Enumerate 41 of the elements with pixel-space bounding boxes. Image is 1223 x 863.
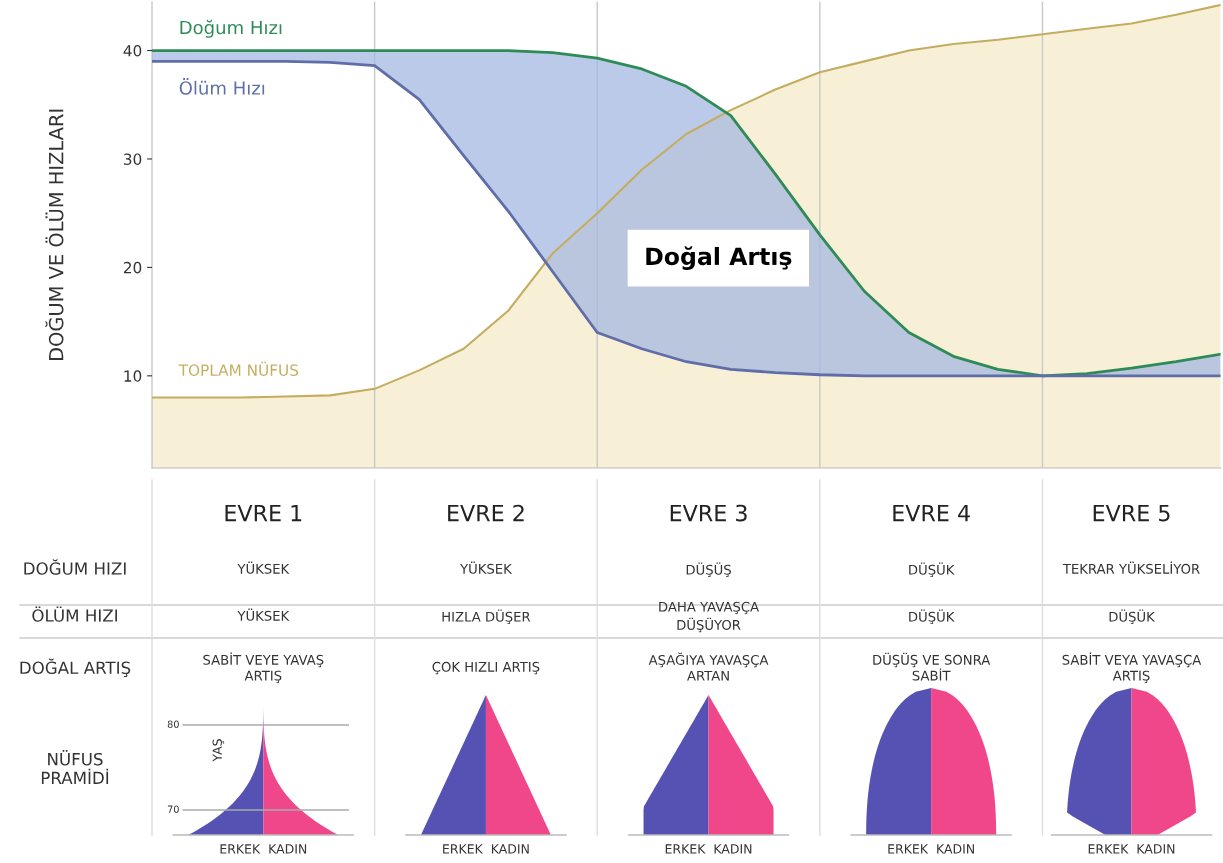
text: DÜŞÜŞ VE SONRA SABİT xyxy=(873,652,991,681)
category-label: EVRE 4 xyxy=(893,504,970,522)
text: ERKEK KADIN xyxy=(220,844,307,854)
category-label: DOĞAL ARTIŞ xyxy=(20,658,131,678)
text: YAŞ xyxy=(212,739,225,762)
category-label: EVRE 3 xyxy=(670,504,747,522)
annotation: Doğal Artış xyxy=(646,246,792,270)
text: ERKEK KADIN xyxy=(888,844,974,854)
text: SABİT VEYA YAVAŞÇA ARTIŞ xyxy=(1062,652,1202,683)
series-label: Doğum Hızı xyxy=(180,19,282,38)
text: DÜŞÜŞ xyxy=(686,562,731,578)
y-tick-label: 10 xyxy=(124,370,142,382)
y-tick-label: 30 xyxy=(124,153,142,165)
text: ÇOK HIZLI ARTIŞ xyxy=(432,661,540,675)
text: DÜŞÜK xyxy=(1109,609,1156,625)
category-label: EVRE 1 xyxy=(225,504,302,522)
text: 70 xyxy=(167,805,179,813)
category-label: EVRE 5 xyxy=(1093,504,1170,522)
category-label: DOĞUM HIZI xyxy=(24,559,126,575)
text: ERKEK KADIN xyxy=(665,844,752,854)
series-label: Ölüm Hızı xyxy=(179,78,265,95)
text: DÜŞÜK xyxy=(909,609,955,625)
text: DAHA YAVAŞÇA DÜŞÜYOR xyxy=(659,601,759,633)
text: DÜŞÜK xyxy=(909,562,955,578)
category-label: NÜFUS PRAMİDİ xyxy=(41,750,109,784)
text: YÜKSEK xyxy=(237,608,290,621)
y-axis-title: DOĞUM VE ÖLÜM HIZLARI xyxy=(45,109,64,361)
y-tick-label: 20 xyxy=(123,261,142,274)
series-label: TOPLAM NÜFUS xyxy=(178,361,299,376)
text: SABİT VEYE YAVAŞ ARTIŞ xyxy=(203,652,324,683)
text: AŞAĞIYA YAVAŞÇA ARTAN xyxy=(648,652,769,681)
text: HIZLA DÜŞER xyxy=(442,609,531,625)
text: ERKEK KADIN xyxy=(1088,844,1175,854)
y-tick-label: 40 xyxy=(123,44,142,57)
text: YÜKSEK xyxy=(237,561,290,574)
text: 80 xyxy=(167,720,179,728)
text: TEKRAR YÜKSELİYOR xyxy=(1062,561,1200,574)
category-label: ÖLÜM HIZI xyxy=(32,606,117,622)
category-label: EVRE 2 xyxy=(448,504,524,522)
text: ERKEK KADIN xyxy=(443,844,529,854)
text: YÜKSEK xyxy=(460,561,513,574)
